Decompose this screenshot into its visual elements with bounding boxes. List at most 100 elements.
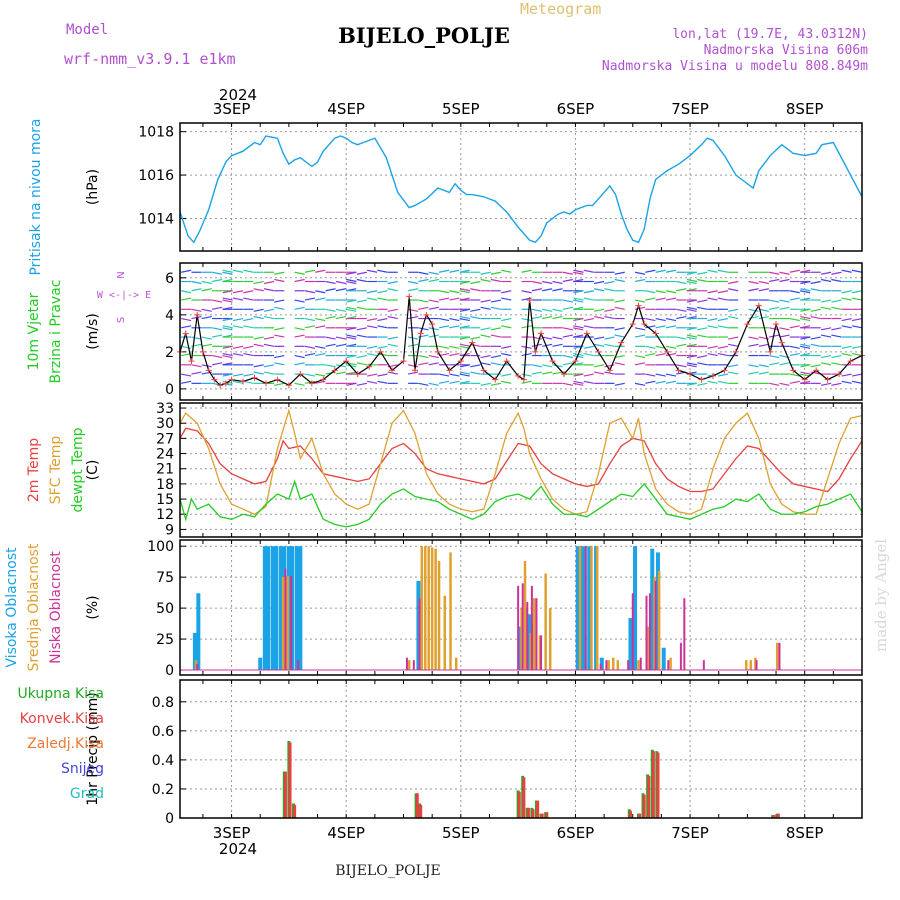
wind-arrow <box>717 269 729 273</box>
wind-speed-marker <box>492 376 499 383</box>
wind-arrow <box>655 380 666 384</box>
wind-arrow <box>387 308 398 312</box>
wind-arrow <box>459 371 471 375</box>
cloud-bar <box>653 577 656 671</box>
chart-subtitle: Meteogram <box>520 0 601 18</box>
precip-bar <box>536 800 540 818</box>
wind-speed-marker <box>732 348 739 355</box>
wind-arrow <box>789 297 800 301</box>
wind-arrow <box>810 343 821 347</box>
y-tick-label: 27 <box>156 431 174 447</box>
wind-arrow <box>542 288 553 292</box>
top-day-labels: 3SEP 4SEP 5SEP 6SEP 7SEP 8SEP <box>213 100 824 118</box>
wind-arrow <box>480 299 491 303</box>
wind-speed-marker <box>188 358 195 365</box>
wind-arrow <box>304 317 316 322</box>
wind-arrow <box>831 271 842 275</box>
y-tick-label: 9 <box>165 522 174 538</box>
wind-arrow <box>263 336 275 340</box>
wind-arrow <box>531 371 543 375</box>
wind-arrow <box>573 325 584 329</box>
wind-arrow <box>335 288 347 292</box>
wind-arrow <box>459 290 470 294</box>
cloud-bar <box>284 568 287 671</box>
wind-speed-marker <box>503 358 510 365</box>
wind-arrow <box>346 327 357 331</box>
wind-arrow <box>211 354 223 359</box>
wind-speed-marker <box>240 378 247 385</box>
cloud-bar <box>754 657 757 671</box>
precip-bar <box>776 813 780 818</box>
cloud-bar <box>582 546 587 671</box>
wind-arrow <box>407 288 419 292</box>
wind-speed-marker <box>635 302 642 309</box>
wind-speed-marker <box>417 330 424 337</box>
panel-clouds: 0 25 50 75 100 (%) Visoka Oblacnost Srednja Obl… <box>4 539 863 679</box>
cloud-bar <box>454 657 458 671</box>
wind-arrow <box>820 354 832 359</box>
wind-arrow <box>449 290 460 294</box>
y-tick-label: 0.2 <box>152 782 174 798</box>
wind-arrow <box>697 271 708 275</box>
y-tick-label: 1014 <box>138 211 174 227</box>
wind-arrow <box>634 278 646 283</box>
wind-arrow <box>407 364 419 368</box>
wind-arrow <box>304 352 316 357</box>
wind-arrow <box>294 334 305 338</box>
wind-arrow <box>274 362 285 366</box>
wind-arrow <box>490 299 502 303</box>
wind-arrow <box>263 364 275 368</box>
wind-arrow <box>634 299 646 303</box>
wind-arrow <box>707 269 718 273</box>
wind-arrow <box>356 299 367 303</box>
y-tick-label: 0.6 <box>152 724 174 740</box>
wind-arrow <box>820 362 832 366</box>
wind-arrow <box>717 325 729 329</box>
wind-arrow <box>222 345 233 349</box>
wind-speed-marker <box>331 367 338 374</box>
wind-arrow <box>211 299 223 303</box>
wind-speed-marker <box>285 382 292 389</box>
wind-arrow <box>769 271 780 275</box>
wind-arrow <box>531 280 543 285</box>
precip-legend-label: Snijeg <box>61 761 104 777</box>
wind-arrow <box>707 380 718 384</box>
wind-arrow <box>748 288 759 292</box>
wind-arrow <box>346 354 357 359</box>
cloud-bar <box>538 635 542 671</box>
wind-arrow <box>779 362 790 366</box>
wind-speed-marker <box>675 367 682 374</box>
wind-arrow <box>480 271 491 275</box>
wind-arrow <box>686 306 698 310</box>
wind-arrow <box>831 327 842 331</box>
wind-arrow <box>501 269 512 273</box>
wind-arrow <box>490 362 502 366</box>
y-tick-label: 0.4 <box>152 753 174 769</box>
wind-arrow <box>263 280 275 285</box>
precip-bar <box>293 804 297 818</box>
cloud-bar <box>599 663 602 671</box>
wind-speed-marker <box>790 367 797 374</box>
header: Model wrf-nmm_v3.9.1 e1km Meteogram BIJE… <box>64 0 868 74</box>
cloud-bar <box>631 593 634 671</box>
wind-arrow <box>604 288 615 292</box>
wind-arrow <box>697 362 708 366</box>
unit-label: (m/s) <box>85 313 101 350</box>
wind-speed-marker <box>836 371 843 378</box>
wind-arrow <box>769 278 780 283</box>
wind-arrow <box>459 336 471 340</box>
wind-arrow <box>841 325 852 329</box>
pressure-label: Pritisak na nivou mora <box>28 118 44 275</box>
precip-bar <box>772 815 776 818</box>
wind-arrow <box>789 352 800 357</box>
wind-arrow <box>418 278 429 283</box>
wind-arrow <box>470 336 481 340</box>
wind-arrow <box>243 297 254 301</box>
wind-arrow <box>315 345 326 349</box>
wind-arrow <box>562 271 573 275</box>
temp-series-line <box>179 408 863 515</box>
wind-arrow <box>841 352 852 357</box>
wind-arrow <box>480 382 491 386</box>
wind-speed-marker <box>429 321 436 328</box>
